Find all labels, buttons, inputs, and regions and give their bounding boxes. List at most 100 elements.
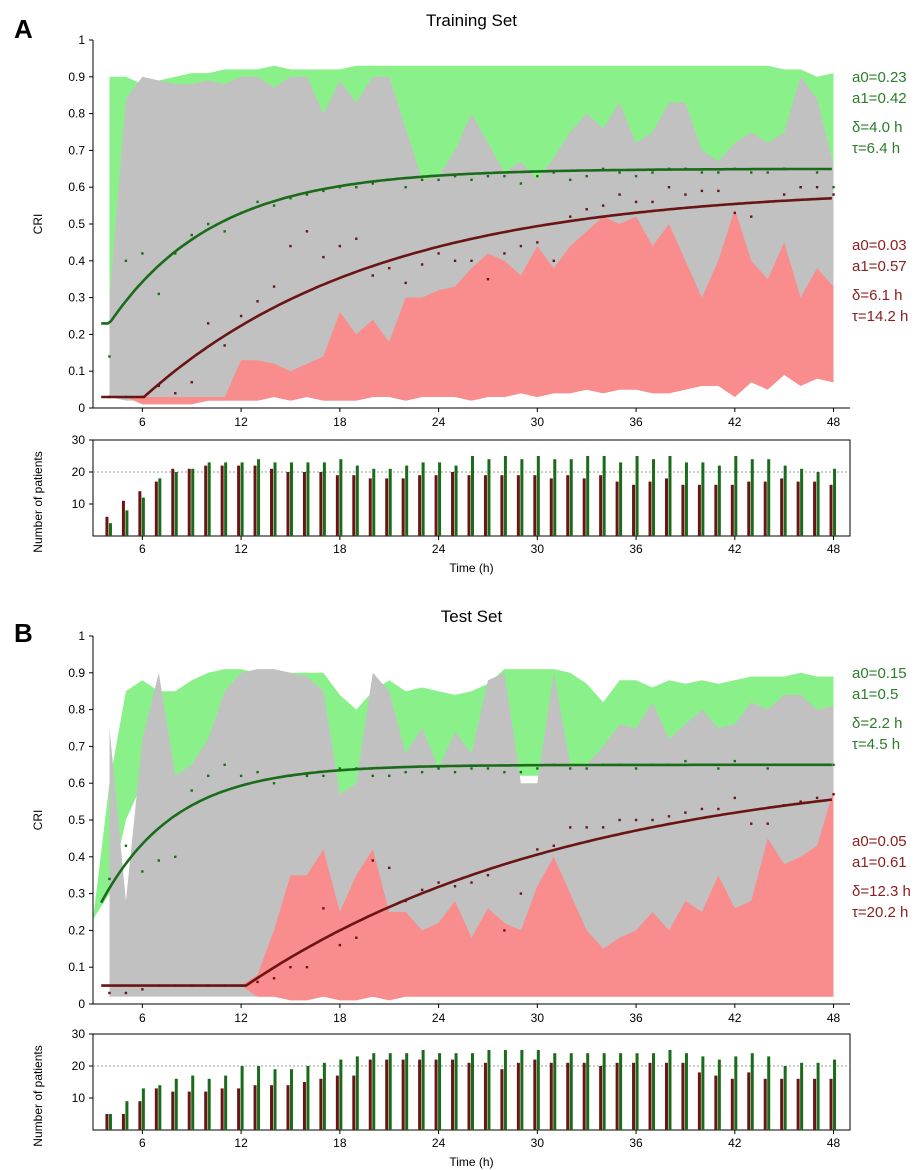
green-bar (322, 1062, 326, 1130)
red-bar (796, 481, 800, 536)
red-bar (516, 1062, 520, 1130)
red-bar (730, 484, 734, 536)
y-tick-label: 1 (78, 629, 85, 643)
green-bar (289, 1069, 293, 1130)
green-bar (306, 1066, 310, 1130)
green-point (832, 186, 835, 189)
red-bar (648, 481, 652, 536)
red-point (437, 252, 440, 255)
red-point (733, 211, 737, 215)
x-tick-label: 42 (728, 1011, 742, 1025)
red-point (667, 815, 671, 818)
red-bar (220, 1088, 224, 1130)
red-point (338, 244, 342, 248)
y-axis-label: CRI (31, 810, 45, 831)
bar-x-tick-label: 48 (827, 1136, 841, 1150)
green-bar (652, 1053, 656, 1130)
red-bar (368, 1059, 372, 1130)
green-point (634, 174, 638, 178)
green-bar (372, 468, 376, 536)
green-bar (503, 456, 507, 536)
green-point (552, 171, 555, 174)
red-point (322, 255, 325, 259)
green-bar (421, 462, 425, 536)
green-bar (191, 468, 195, 536)
red-bar (632, 484, 636, 536)
green-bar (306, 462, 310, 536)
green-bar (421, 1050, 425, 1130)
green-bar (158, 478, 162, 536)
red-point (815, 796, 819, 800)
green-bar (388, 468, 392, 536)
red-point (552, 259, 555, 262)
green-bar (717, 1059, 721, 1130)
red-bar (105, 1114, 109, 1130)
red-bar (154, 1088, 158, 1130)
red-bar (171, 468, 175, 536)
red-point (190, 381, 193, 384)
bar-y-tick-label: 30 (72, 433, 86, 447)
bar-x-axis-label: Time (h) (449, 561, 493, 575)
green-point (486, 174, 490, 178)
green-bar (355, 465, 359, 536)
green-point (108, 877, 111, 881)
red-bar (319, 1078, 323, 1130)
red-bar (105, 516, 109, 536)
red-bar (385, 478, 389, 536)
green-point (420, 770, 424, 774)
green-bar (684, 1053, 688, 1130)
green-point (190, 233, 193, 237)
green-bar (652, 459, 656, 536)
panel-label: A (14, 14, 33, 44)
green-bar (207, 1078, 211, 1130)
bar-y-axis-label: Number of patients (31, 1045, 45, 1146)
red-bar (780, 1078, 784, 1130)
x-tick-label: 18 (333, 415, 347, 429)
green-bar (174, 472, 178, 536)
green-bar (701, 1056, 705, 1130)
y-tick-label: 0.8 (68, 107, 85, 121)
red-bar (483, 1062, 487, 1130)
red-point (766, 822, 769, 825)
green-bar (635, 1053, 639, 1130)
red-bar (270, 1085, 274, 1130)
red-bar (516, 475, 520, 536)
red-point (651, 818, 654, 822)
red-bar (253, 465, 257, 536)
green-bar (602, 456, 606, 536)
green-point (684, 759, 687, 763)
red-param: δ=12.3 h (852, 883, 911, 900)
red-bar (714, 1075, 718, 1130)
red-bar (632, 1062, 636, 1130)
green-point (322, 189, 325, 193)
bar-x-tick-label: 42 (728, 542, 742, 556)
red-point (601, 204, 605, 207)
y-tick-label: 0.6 (68, 776, 85, 790)
green-point (766, 171, 769, 174)
green-point (404, 186, 407, 189)
bar-y-tick-label: 20 (72, 1059, 86, 1073)
red-point (503, 929, 506, 932)
y-tick-label: 0.8 (68, 703, 85, 717)
x-tick-label: 48 (827, 415, 841, 429)
red-point (634, 818, 638, 822)
red-bar (451, 472, 455, 536)
green-bar (520, 459, 524, 536)
y-tick-label: 0.4 (68, 850, 85, 864)
green-bar (125, 510, 129, 536)
red-param: τ=20.2 h (852, 904, 908, 921)
red-point (404, 281, 407, 285)
green-bar (487, 1050, 491, 1130)
green-point (569, 767, 572, 770)
red-point (799, 800, 802, 803)
green-bar (734, 456, 738, 536)
bar-x-tick-label: 24 (432, 542, 446, 556)
red-bar (615, 481, 619, 536)
green-point (272, 204, 276, 207)
red-point (486, 874, 490, 877)
red-point (388, 866, 391, 870)
y-tick-label: 0 (78, 997, 85, 1011)
green-bar (454, 465, 458, 536)
green-bar (125, 1101, 129, 1130)
green-point (503, 770, 506, 774)
